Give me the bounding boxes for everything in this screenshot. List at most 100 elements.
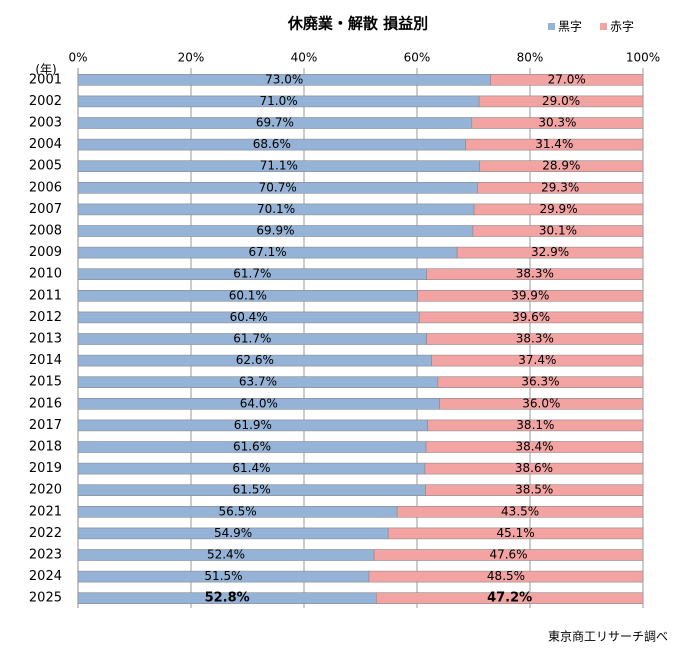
data-label: 70.7% [259, 180, 297, 194]
bar-segment [376, 592, 644, 605]
y-tick-label: 2002 [29, 94, 62, 109]
data-label: 69.7% [256, 116, 294, 130]
bar-segment [439, 397, 644, 410]
data-label: 48.5% [487, 569, 525, 583]
x-tick-label: 0% [68, 51, 87, 65]
source: 東京商工リサーチ調べ [548, 629, 668, 644]
data-label: 39.9% [511, 288, 549, 302]
data-label: 38.1% [516, 418, 554, 432]
legend-label: 赤字 [610, 19, 634, 34]
x-tick-label: 80% [517, 51, 544, 65]
data-label: 36.3% [521, 375, 559, 389]
data-label: 38.4% [515, 440, 553, 454]
bar-segment [478, 95, 644, 108]
data-label: 36.0% [522, 396, 560, 410]
bar-segment [472, 225, 644, 237]
data-label: 38.5% [515, 483, 553, 497]
data-label: 60.4% [230, 310, 268, 324]
data-label: 38.6% [515, 461, 553, 475]
y-tick-label: 2021 [29, 504, 62, 519]
y-tick-label: 2012 [29, 310, 62, 325]
data-label: 71.0% [260, 94, 298, 108]
data-label: 29.9% [539, 202, 577, 216]
data-label: 63.7% [239, 375, 277, 389]
chart-title: 休廃業・解散 損益別 [287, 15, 428, 33]
y-tick-label: 2020 [29, 483, 62, 498]
data-label: 61.4% [232, 461, 270, 475]
legend-swatch [600, 23, 607, 30]
data-label: 70.1% [257, 202, 295, 216]
data-label: 30.3% [538, 116, 576, 130]
bar-segment [427, 419, 644, 432]
bar-segment [456, 246, 644, 259]
data-label: 39.6% [512, 310, 550, 324]
bar-segment [465, 138, 644, 151]
data-label: 62.6% [236, 353, 274, 367]
data-label: 47.2% [487, 591, 532, 606]
data-label: 61.7% [233, 332, 271, 346]
legend-label: 黒字 [558, 19, 582, 34]
data-label: 61.6% [233, 440, 271, 454]
data-label: 38.3% [516, 332, 554, 346]
data-label: 30.1% [539, 224, 577, 238]
data-label: 56.5% [219, 504, 257, 518]
x-tick-label: 20% [178, 51, 205, 65]
data-label: 32.9% [531, 245, 569, 259]
data-label: 29.0% [542, 94, 580, 108]
y-tick-label: 2022 [29, 526, 62, 541]
bar-segment [425, 484, 644, 497]
y-tick-label: 2003 [29, 116, 62, 131]
data-label: 52.8% [205, 591, 250, 606]
bar-segment [425, 441, 644, 453]
y-tick-label: 2001 [29, 72, 62, 87]
y-tick-label: 2023 [29, 548, 62, 563]
bar-segment [424, 462, 644, 475]
data-label: 68.6% [253, 137, 291, 151]
bar-segment [418, 311, 644, 324]
bar-segment [368, 570, 644, 583]
legend-swatch [548, 23, 555, 30]
y-tick-label: 2019 [29, 461, 62, 476]
y-tick-label: 2010 [29, 267, 62, 282]
bar-segment [471, 117, 644, 129]
bar-segment [426, 268, 644, 281]
x-tick-label: 40% [291, 51, 318, 65]
data-label: 28.9% [542, 159, 580, 173]
y-tick-label: 2013 [29, 332, 62, 347]
data-label: 64.0% [240, 396, 278, 410]
data-label: 67.1% [248, 245, 286, 259]
data-label: 29.3% [541, 180, 579, 194]
data-label: 52.4% [207, 548, 245, 562]
data-label: 47.6% [489, 548, 527, 562]
y-tick-label: 2015 [29, 375, 62, 390]
bar-segment [373, 549, 644, 561]
bar-segment [473, 203, 644, 216]
x-tick-label: 60% [404, 51, 431, 65]
bar-segment [426, 333, 644, 345]
bar-segment [387, 527, 644, 540]
y-tick-label: 2011 [29, 288, 62, 303]
y-tick-label: 2004 [29, 137, 62, 152]
x-tick-label: 100% [626, 51, 660, 65]
bar-segment [396, 505, 644, 518]
data-label: 61.7% [233, 267, 271, 281]
y-tick-label: 2017 [29, 418, 62, 433]
y-tick-label: 2014 [29, 353, 62, 368]
y-tick-label: 2016 [29, 396, 62, 411]
bar-segment [431, 354, 644, 367]
data-label: 27.0% [548, 72, 586, 86]
bar-segment [477, 182, 644, 194]
bar-segment [437, 376, 644, 389]
y-tick-label: 2006 [29, 180, 62, 195]
y-tick-label: 2024 [29, 569, 62, 584]
data-label: 31.4% [535, 137, 573, 151]
y-tick-label: 2005 [29, 159, 62, 174]
y-tick-label: 2007 [29, 202, 62, 217]
data-label: 73.0% [265, 72, 303, 86]
data-label: 71.1% [260, 159, 298, 173]
data-label: 38.3% [516, 267, 554, 281]
y-axis-label: (年) [35, 63, 56, 77]
data-label: 61.5% [233, 483, 271, 497]
data-label: 54.9% [214, 526, 252, 540]
